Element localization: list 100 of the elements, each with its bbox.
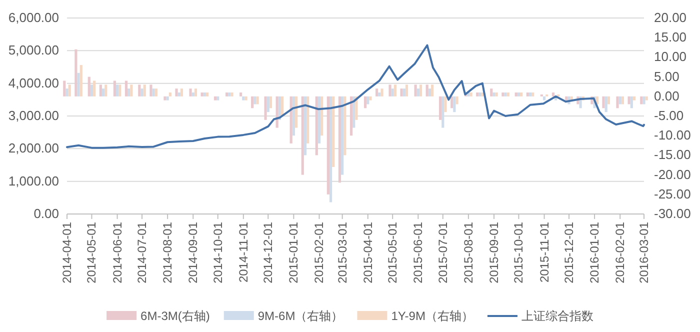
legend-label: 9M-6M（右轴） bbox=[258, 309, 344, 323]
x-tick-label: 2015-03-01 bbox=[335, 222, 350, 284]
bar bbox=[490, 88, 493, 96]
bar bbox=[225, 92, 228, 96]
bar bbox=[175, 88, 178, 96]
x-tick-label: 2014-08-01 bbox=[160, 222, 175, 284]
bar bbox=[166, 96, 169, 100]
y2-tick-label: -25.00 bbox=[654, 186, 691, 202]
bar bbox=[168, 92, 172, 96]
bar bbox=[444, 96, 447, 112]
bar bbox=[378, 92, 381, 96]
bar bbox=[442, 96, 444, 128]
bar bbox=[520, 92, 523, 96]
y2-tick-label: 0.00 bbox=[654, 88, 680, 104]
bar bbox=[388, 84, 392, 96]
y2-tick-label: 5.00 bbox=[654, 68, 680, 84]
bar bbox=[642, 96, 646, 104]
bar bbox=[294, 96, 298, 128]
bar bbox=[400, 88, 403, 96]
bar bbox=[630, 96, 633, 108]
legend-label: 上证综合指数 bbox=[521, 309, 594, 323]
bar bbox=[604, 96, 608, 112]
bar bbox=[438, 96, 442, 120]
bar bbox=[192, 92, 194, 96]
bar bbox=[344, 96, 346, 156]
y-tick-label: 2,000.00 bbox=[8, 140, 59, 156]
bar bbox=[478, 92, 482, 96]
bar bbox=[380, 88, 384, 96]
bar bbox=[189, 88, 192, 96]
bar bbox=[74, 49, 78, 96]
bar bbox=[621, 96, 624, 104]
bar bbox=[419, 84, 422, 96]
bar bbox=[138, 84, 141, 96]
legend-label: 6M-3M(右轴) bbox=[140, 309, 210, 323]
bar bbox=[113, 80, 116, 96]
x-tick-label: 2015-08-01 bbox=[461, 222, 476, 284]
bar bbox=[180, 88, 184, 96]
bar bbox=[376, 88, 378, 96]
bar bbox=[178, 92, 180, 96]
bar bbox=[332, 96, 335, 167]
bar bbox=[426, 84, 428, 96]
bar bbox=[93, 80, 96, 96]
x-tick-label: 2016-03-01 bbox=[637, 222, 651, 284]
bar bbox=[607, 96, 610, 104]
bar bbox=[239, 92, 242, 96]
bar bbox=[63, 80, 66, 96]
bar bbox=[256, 96, 259, 104]
bar bbox=[68, 84, 71, 96]
bar bbox=[251, 96, 254, 108]
bar bbox=[350, 96, 353, 136]
y2-tick-label: -10.00 bbox=[654, 128, 691, 143]
bar bbox=[242, 96, 245, 100]
bar bbox=[430, 84, 434, 96]
y-tick-label: 0.00 bbox=[34, 206, 59, 221]
bar bbox=[80, 65, 82, 96]
y-tick-label: 4,000.00 bbox=[8, 75, 59, 90]
bar bbox=[254, 96, 256, 104]
x-tick-label: 2015-09-01 bbox=[486, 222, 501, 284]
bar bbox=[264, 96, 267, 120]
bar bbox=[301, 96, 304, 175]
bar bbox=[292, 96, 295, 136]
bar bbox=[632, 96, 636, 100]
bar bbox=[206, 92, 209, 96]
x-tick-label: 2015-07-01 bbox=[436, 222, 450, 284]
bar bbox=[88, 76, 90, 96]
legend-label: 1Y-9M（右轴） bbox=[391, 309, 474, 323]
bar bbox=[341, 96, 344, 175]
bar bbox=[542, 96, 546, 100]
x-tick-label: 2014-10-01 bbox=[210, 222, 225, 284]
bar bbox=[104, 84, 108, 96]
y2-tick-label: 10.00 bbox=[654, 49, 687, 64]
y-tick-label: 6,000.00 bbox=[8, 10, 59, 25]
bar bbox=[640, 96, 643, 104]
bar bbox=[320, 96, 324, 136]
bar bbox=[495, 92, 498, 96]
x-tick-label: 2015-10-01 bbox=[512, 222, 526, 284]
x-tick-label: 2014-11-01 bbox=[236, 222, 250, 282]
bar bbox=[228, 92, 231, 96]
bar bbox=[450, 96, 454, 108]
bar bbox=[290, 96, 292, 144]
bar bbox=[470, 92, 472, 96]
x-tick-label: 2015-06-01 bbox=[411, 222, 426, 284]
line-series bbox=[66, 44, 645, 149]
bar bbox=[329, 96, 332, 202]
bar bbox=[414, 84, 417, 96]
bar bbox=[244, 96, 248, 100]
bar bbox=[492, 92, 496, 96]
bar bbox=[118, 84, 122, 96]
bar bbox=[405, 84, 408, 96]
x-tick-label: 2015-05-01 bbox=[386, 222, 400, 284]
x-tick-label: 2015-01-01 bbox=[286, 222, 301, 284]
bar bbox=[200, 92, 204, 96]
x-tick-label: 2014-06-01 bbox=[110, 222, 124, 284]
bar bbox=[616, 96, 619, 108]
bar bbox=[326, 96, 330, 194]
x-tick-label: 2015-02-01 bbox=[312, 222, 326, 284]
bar bbox=[506, 92, 510, 96]
x-tick-label: 2014-04-01 bbox=[60, 222, 74, 284]
bar bbox=[266, 96, 270, 112]
bar bbox=[150, 84, 152, 96]
